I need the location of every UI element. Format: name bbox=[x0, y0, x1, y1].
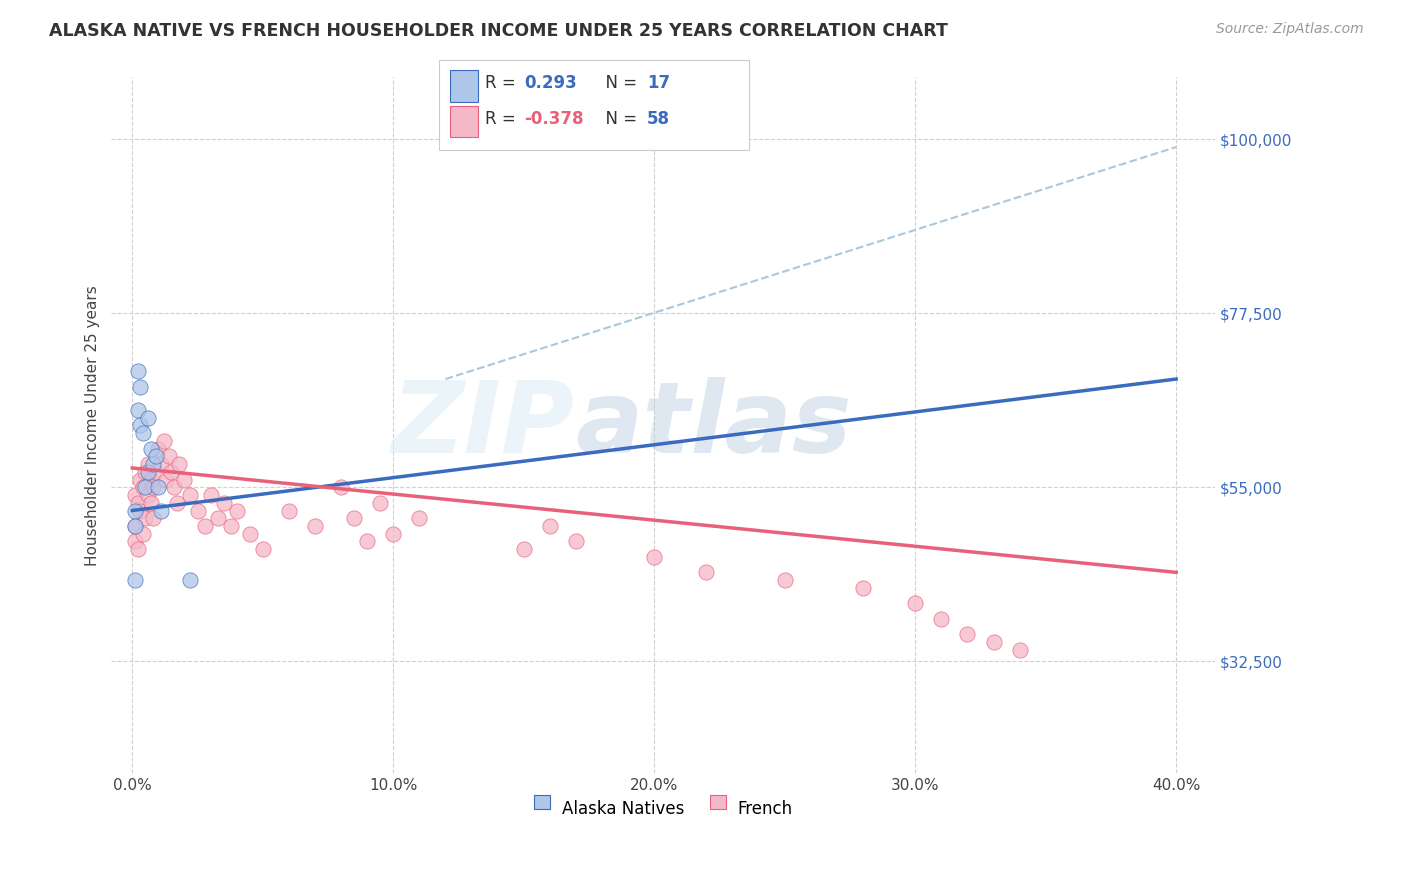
Point bbox=[179, 488, 201, 502]
Point bbox=[239, 526, 262, 541]
Y-axis label: Householder Income Under 25 years: Householder Income Under 25 years bbox=[86, 285, 100, 566]
Point bbox=[221, 519, 243, 533]
Point bbox=[368, 496, 391, 510]
Point bbox=[127, 364, 149, 378]
Point bbox=[142, 511, 165, 525]
Point bbox=[169, 457, 191, 471]
Text: ZIP: ZIP bbox=[392, 377, 575, 474]
Text: ALASKA NATIVE VS FRENCH HOUSEHOLDER INCOME UNDER 25 YEARS CORRELATION CHART: ALASKA NATIVE VS FRENCH HOUSEHOLDER INCO… bbox=[49, 22, 948, 40]
Point bbox=[136, 465, 159, 479]
Point bbox=[136, 488, 159, 502]
Point bbox=[956, 627, 979, 641]
Point bbox=[142, 457, 165, 471]
Point bbox=[134, 511, 156, 525]
Point bbox=[124, 519, 146, 533]
Point bbox=[129, 503, 152, 517]
Point bbox=[124, 534, 146, 549]
Text: -0.378: -0.378 bbox=[524, 110, 583, 128]
Point bbox=[124, 573, 146, 587]
Point bbox=[148, 442, 170, 456]
Point bbox=[200, 488, 222, 502]
Point bbox=[643, 549, 665, 564]
Point bbox=[129, 418, 152, 433]
Point bbox=[155, 473, 177, 487]
Point bbox=[408, 511, 430, 525]
Point bbox=[150, 503, 173, 517]
Point bbox=[773, 573, 796, 587]
Point bbox=[343, 511, 366, 525]
Point bbox=[132, 426, 155, 441]
Point bbox=[207, 511, 229, 525]
Point bbox=[538, 519, 561, 533]
Text: 58: 58 bbox=[647, 110, 669, 128]
Point bbox=[695, 566, 717, 580]
Text: N =: N = bbox=[595, 110, 643, 128]
Point bbox=[931, 612, 953, 626]
Point bbox=[124, 519, 146, 533]
Point bbox=[139, 473, 162, 487]
Point bbox=[124, 488, 146, 502]
Point bbox=[139, 496, 162, 510]
Point bbox=[852, 581, 875, 595]
Point bbox=[179, 573, 201, 587]
Point bbox=[152, 434, 174, 448]
Point bbox=[160, 465, 183, 479]
Point bbox=[127, 403, 149, 417]
Point bbox=[129, 380, 152, 394]
Point bbox=[565, 534, 588, 549]
Point bbox=[136, 457, 159, 471]
Point bbox=[382, 526, 405, 541]
Point bbox=[127, 542, 149, 557]
Point bbox=[166, 496, 188, 510]
Point bbox=[194, 519, 217, 533]
Point bbox=[277, 503, 299, 517]
Point bbox=[139, 442, 162, 456]
Point bbox=[134, 480, 156, 494]
Point bbox=[186, 503, 208, 517]
Point bbox=[145, 465, 167, 479]
Text: 17: 17 bbox=[647, 74, 669, 92]
Text: atlas: atlas bbox=[575, 377, 852, 474]
Point bbox=[157, 450, 180, 464]
Text: 0.293: 0.293 bbox=[524, 74, 578, 92]
Text: N =: N = bbox=[595, 74, 643, 92]
Point bbox=[252, 542, 274, 557]
Point bbox=[513, 542, 536, 557]
Point bbox=[145, 450, 167, 464]
Point bbox=[356, 534, 378, 549]
Point bbox=[134, 465, 156, 479]
Point bbox=[132, 480, 155, 494]
Point bbox=[330, 480, 353, 494]
Point bbox=[136, 410, 159, 425]
Point bbox=[148, 480, 170, 494]
Text: Source: ZipAtlas.com: Source: ZipAtlas.com bbox=[1216, 22, 1364, 37]
Point bbox=[142, 480, 165, 494]
Point bbox=[983, 635, 1005, 649]
Point bbox=[129, 473, 152, 487]
Text: R =: R = bbox=[485, 74, 522, 92]
Point bbox=[904, 596, 927, 610]
Point bbox=[124, 503, 146, 517]
Point bbox=[225, 503, 247, 517]
Legend: Alaska Natives, French: Alaska Natives, French bbox=[527, 793, 800, 824]
Point bbox=[163, 480, 186, 494]
Text: R =: R = bbox=[485, 110, 522, 128]
Point bbox=[304, 519, 326, 533]
Point bbox=[212, 496, 235, 510]
Point bbox=[150, 457, 173, 471]
Point bbox=[1008, 642, 1031, 657]
Point bbox=[173, 473, 195, 487]
Point bbox=[132, 526, 155, 541]
Point bbox=[127, 496, 149, 510]
